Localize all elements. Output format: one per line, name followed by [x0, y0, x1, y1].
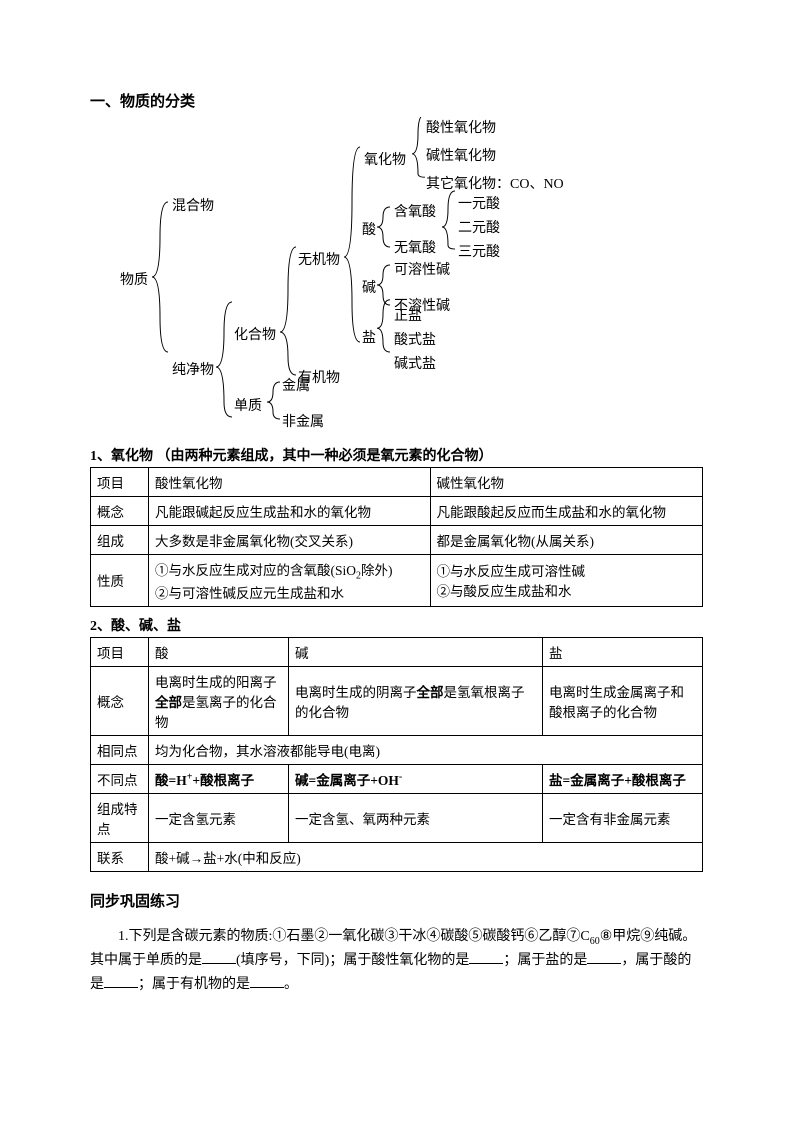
practice-title: 同步巩固练习 [90, 890, 703, 911]
cell: 碱=金属离子+OH- [289, 764, 543, 793]
cell: 组成特点 [91, 793, 149, 842]
tree-acid-oxide: 酸性氧化物 [426, 117, 496, 137]
table-row: 组成特点 一定含氢元素 一定含氢、氧两种元素 一定含有非金属元素 [91, 793, 703, 842]
tree-tri: 三元酸 [458, 241, 500, 261]
tree-oacid: 含氧酸 [394, 201, 436, 221]
tree-di: 二元酸 [458, 217, 500, 237]
tree-other-oxide: 其它氧化物：CO、NO [426, 173, 564, 193]
tree-root: 物质 [120, 269, 148, 289]
cell: 电离时生成的阴离子全部是氢氧根离子的化合物 [289, 666, 543, 735]
cell: 碱性氧化物 [430, 468, 703, 497]
cell: 电离时生成的阳离子全部是氢离子的化合物 [149, 666, 289, 735]
blank-5[interactable] [250, 974, 284, 988]
tree-base-oxide: 碱性氧化物 [426, 145, 496, 165]
blank-3[interactable] [587, 950, 621, 964]
tree-mix: 混合物 [172, 195, 214, 215]
cell: 酸=H++酸根离子 [149, 764, 289, 793]
cell: 项目 [91, 637, 149, 666]
tree-simple: 单质 [234, 395, 262, 415]
tree-inorganic: 无机物 [298, 249, 340, 269]
blank-4[interactable] [104, 974, 138, 988]
cell: 电离时生成金属离子和酸根离子的化合物 [543, 666, 703, 735]
sub1-title: 1、氧化物 （由两种元素组成，其中一种必须是氧元素的化合物） [90, 445, 703, 465]
cell: 凡能跟酸起反应而生成盐和水的氧化物 [430, 497, 703, 526]
tree-nonmetal: 非金属 [282, 411, 324, 431]
cell: 概念 [91, 497, 149, 526]
classification-tree: 物质 混合物 纯净物 化合物 单质 金属 非金属 无机物 有机物 氧化物 酸 碱… [110, 117, 703, 437]
cell: 酸 [149, 637, 289, 666]
cell: 酸性氧化物 [149, 468, 431, 497]
tree-solbase: 可溶性碱 [394, 259, 450, 279]
cell: 凡能跟碱起反应生成盐和水的氧化物 [149, 497, 431, 526]
cell: 盐 [543, 637, 703, 666]
sub2-title: 2、酸、碱、盐 [90, 615, 703, 635]
blank-1[interactable] [202, 950, 236, 964]
table-row: 概念 电离时生成的阳离子全部是氢离子的化合物 电离时生成的阴离子全部是氢氧根离子… [91, 666, 703, 735]
blank-2[interactable] [469, 950, 503, 964]
cell: 大多数是非金属氧化物(交叉关系) [149, 526, 431, 555]
cell: 组成 [91, 526, 149, 555]
tree-mono: 一元酸 [458, 193, 500, 213]
table-row: 项目 酸性氧化物 碱性氧化物 [91, 468, 703, 497]
table-row: 相同点 均为化合物，其水溶液都能导电(电离) [91, 735, 703, 764]
cell: 项目 [91, 468, 149, 497]
question-1: 1.下列是含碳元素的物质:①石墨②一氧化碳③干冰④碳酸⑤碳酸钙⑥乙醇⑦C60⑧甲… [90, 925, 703, 997]
table-row: 概念 凡能跟碱起反应生成盐和水的氧化物 凡能跟酸起反应而生成盐和水的氧化物 [91, 497, 703, 526]
tree-noacid: 无氧酸 [394, 237, 436, 257]
cell: 一定含氢元素 [149, 793, 289, 842]
tree-salt: 盐 [362, 327, 376, 347]
tree-basicsalt: 碱式盐 [394, 353, 436, 373]
cell: 一定含氢、氧两种元素 [289, 793, 543, 842]
cell: ①与水反应生成可溶性碱②与酸反应生成盐和水 [430, 555, 703, 607]
acid-base-salt-table: 项目 酸 碱 盐 概念 电离时生成的阳离子全部是氢离子的化合物 电离时生成的阴离… [90, 637, 703, 872]
tree-compound: 化合物 [234, 324, 276, 344]
tree-base: 碱 [362, 277, 376, 297]
tree-acid: 酸 [362, 219, 376, 239]
section-title: 一、物质的分类 [90, 90, 703, 111]
oxide-table: 项目 酸性氧化物 碱性氧化物 概念 凡能跟碱起反应生成盐和水的氧化物 凡能跟酸起… [90, 467, 703, 607]
cell: 盐=金属离子+酸根离子 [543, 764, 703, 793]
table-row: 组成 大多数是非金属氧化物(交叉关系) 都是金属氧化物(从属关系) [91, 526, 703, 555]
cell: 相同点 [91, 735, 149, 764]
table-row: 性质 ①与水反应生成对应的含氧酸(SiO2除外)②与可溶性碱反应元生成盐和水 ①… [91, 555, 703, 607]
tree-normalsalt: 正盐 [394, 305, 422, 325]
cell: ①与水反应生成对应的含氧酸(SiO2除外)②与可溶性碱反应元生成盐和水 [149, 555, 431, 607]
cell: 均为化合物，其水溶液都能导电(电离) [149, 735, 703, 764]
tree-acidsalt: 酸式盐 [394, 329, 436, 349]
table-row: 不同点 酸=H++酸根离子 碱=金属离子+OH- 盐=金属离子+酸根离子 [91, 764, 703, 793]
cell: 性质 [91, 555, 149, 607]
tree-oxide: 氧化物 [364, 149, 406, 169]
table-row: 项目 酸 碱 盐 [91, 637, 703, 666]
cell: 概念 [91, 666, 149, 735]
cell: 酸+碱→盐+水(中和反应) [149, 842, 703, 871]
tree-organic: 有机物 [298, 367, 340, 387]
cell: 不同点 [91, 764, 149, 793]
cell: 都是金属氧化物(从属关系) [430, 526, 703, 555]
cell: 一定含有非金属元素 [543, 793, 703, 842]
cell: 联系 [91, 842, 149, 871]
tree-pure: 纯净物 [172, 359, 214, 379]
cell: 碱 [289, 637, 543, 666]
table-row: 联系 酸+碱→盐+水(中和反应) [91, 842, 703, 871]
